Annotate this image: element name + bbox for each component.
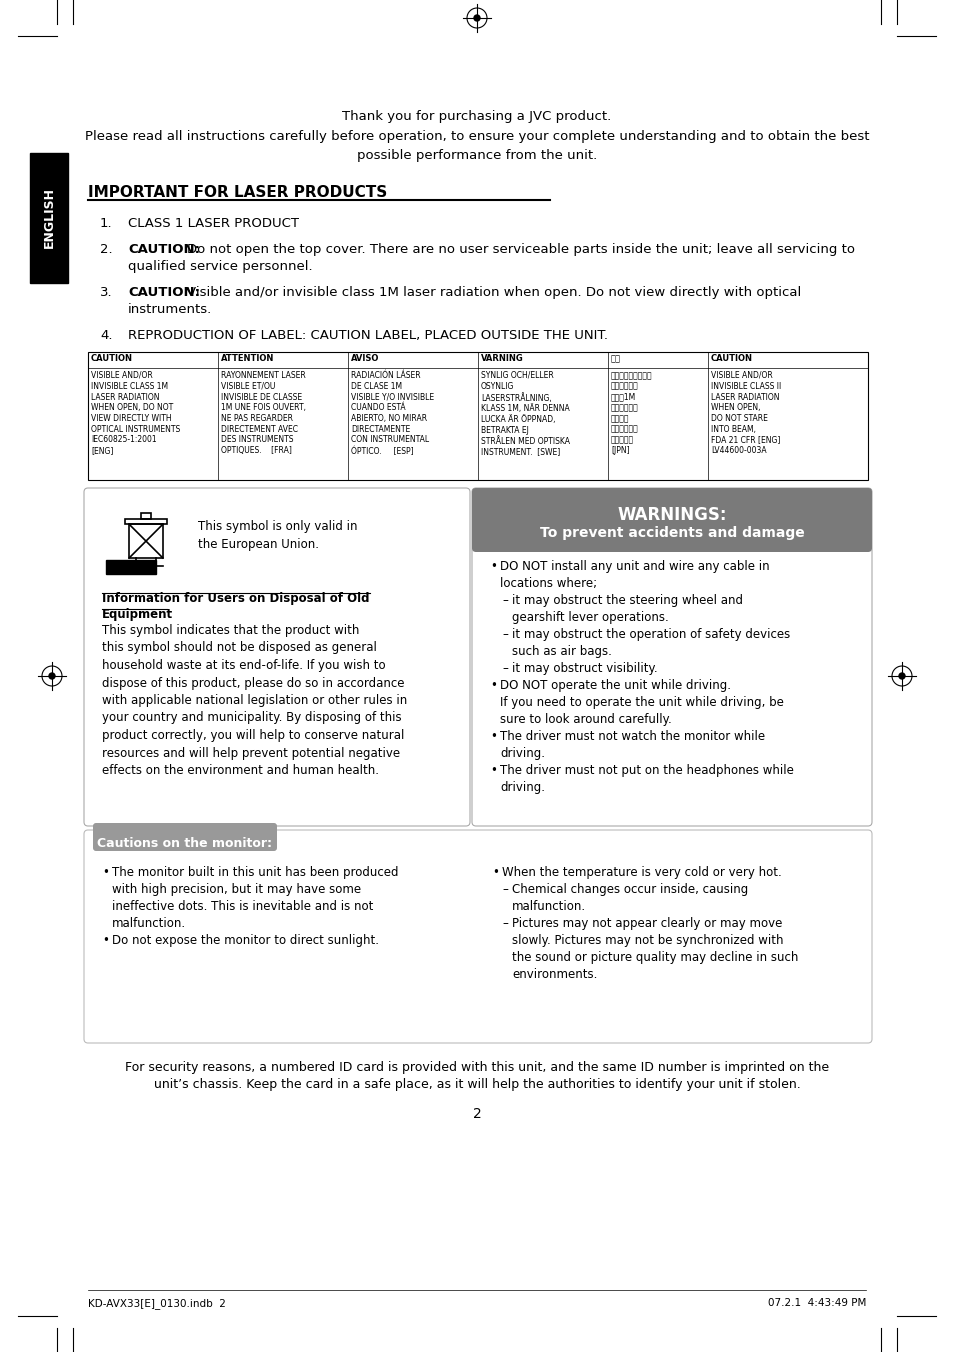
Text: locations where;: locations where;	[499, 577, 597, 589]
Text: –: –	[501, 662, 507, 675]
Text: SYNLIG OCH/ELLER
OSYNLIG
LASERSTRÅLNING,
KLASS 1M, NÄR DENNA
LUCKA ÄR ÖPPNAD,
BE: SYNLIG OCH/ELLER OSYNLIG LASERSTRÅLNING,…	[480, 370, 569, 457]
Text: For security reasons, a numbered ID card is provided with this unit, and the sam: For security reasons, a numbered ID card…	[125, 1061, 828, 1073]
Text: instruments.: instruments.	[128, 303, 212, 316]
FancyBboxPatch shape	[84, 830, 871, 1042]
Text: it may obstruct the steering wheel and: it may obstruct the steering wheel and	[512, 594, 742, 607]
Text: CAUTION:: CAUTION:	[128, 243, 200, 256]
Text: ATTENTION: ATTENTION	[221, 354, 274, 362]
Text: •: •	[102, 867, 109, 879]
Text: –: –	[501, 594, 507, 607]
Text: KD-AVX33[E]_0130.indb  2: KD-AVX33[E]_0130.indb 2	[88, 1298, 226, 1309]
Text: This symbol is only valid in: This symbol is only valid in	[198, 521, 357, 533]
Text: the sound or picture quality may decline in such: the sound or picture quality may decline…	[512, 950, 798, 964]
Text: environments.: environments.	[512, 968, 597, 982]
Text: Equipment: Equipment	[102, 608, 172, 621]
Text: slowly. Pictures may not be synchronized with: slowly. Pictures may not be synchronized…	[512, 934, 782, 946]
Text: •: •	[490, 679, 497, 692]
Text: REPRODUCTION OF LABEL: CAUTION LABEL, PLACED OUTSIDE THE UNIT.: REPRODUCTION OF LABEL: CAUTION LABEL, PL…	[128, 329, 607, 342]
Bar	[106, 560, 156, 575]
Text: Please read all instructions carefully before operation, to ensure your complete: Please read all instructions carefully b…	[85, 130, 868, 143]
Text: with high precision, but it may have some: with high precision, but it may have som…	[112, 883, 361, 896]
Text: The monitor built in this unit has been produced: The monitor built in this unit has been …	[112, 867, 398, 879]
Text: •: •	[490, 764, 497, 777]
Bar	[30, 153, 68, 283]
Text: 2: 2	[472, 1107, 481, 1121]
Text: CAUTION: CAUTION	[91, 354, 132, 362]
Text: RAYONNEMENT LASER
VISIBLE ET/OU
INVISIBLE DE CLASSE
1M UNE FOIS OUVERT,
NE PAS R: RAYONNEMENT LASER VISIBLE ET/OU INVISIBL…	[221, 370, 306, 456]
Text: such as air bags.: such as air bags.	[512, 645, 611, 658]
Text: Chemical changes occur inside, causing: Chemical changes occur inside, causing	[512, 883, 747, 896]
Text: VISIBLE AND/OR
INVISIBLE CLASS 1M
LASER RADIATION
WHEN OPEN, DO NOT
VIEW DIRECTL: VISIBLE AND/OR INVISIBLE CLASS 1M LASER …	[91, 370, 180, 456]
Circle shape	[898, 673, 904, 679]
Text: it may obstruct the operation of safety devices: it may obstruct the operation of safety …	[512, 627, 789, 641]
Text: RADIACIÓN LÁSER
DE CLASE 1M
VISIBLE Y/O INVISIBLE
CUANDO ESTÁ
ABIERTO, NO MIRAR
: RADIACIÓN LÁSER DE CLASE 1M VISIBLE Y/O …	[351, 370, 434, 456]
Circle shape	[49, 673, 55, 679]
Text: Pictures may not appear clearly or may move: Pictures may not appear clearly or may m…	[512, 917, 781, 930]
FancyBboxPatch shape	[472, 488, 871, 826]
Text: Visible and/or invisible class 1M laser radiation when open. Do not view directl: Visible and/or invisible class 1M laser …	[187, 287, 801, 299]
Text: ineffective dots. This is inevitable and is not: ineffective dots. This is inevitable and…	[112, 900, 373, 913]
Text: 4.: 4.	[100, 329, 112, 342]
Text: IMPORTANT FOR LASER PRODUCTS: IMPORTANT FOR LASER PRODUCTS	[88, 185, 387, 200]
Text: •: •	[102, 934, 109, 946]
Text: qualified service personnel.: qualified service personnel.	[128, 260, 313, 273]
Bar	[88, 352, 867, 480]
Text: 注意: 注意	[610, 354, 620, 362]
FancyBboxPatch shape	[92, 823, 276, 850]
Text: The driver must not watch the monitor while: The driver must not watch the monitor wh…	[499, 730, 764, 744]
Text: AVISO: AVISO	[351, 354, 379, 362]
Text: Thank you for purchasing a JVC product.: Thank you for purchasing a JVC product.	[342, 110, 611, 123]
Text: The driver must not put on the headphones while: The driver must not put on the headphone…	[499, 764, 793, 777]
Text: 1.: 1.	[100, 218, 112, 230]
Text: –: –	[501, 917, 507, 930]
Text: ここを開くと見える
または不射の
クラス1M
レーザー光が
出ます。
光学機器で直
視しないで
[JPN]: ここを開くと見える または不射の クラス1M レーザー光が 出ます。 光学機器で…	[610, 370, 652, 456]
Text: CAUTION: CAUTION	[710, 354, 752, 362]
Text: –: –	[501, 883, 507, 896]
Text: sure to look around carefully.: sure to look around carefully.	[499, 713, 671, 726]
Text: malfunction.: malfunction.	[512, 900, 585, 913]
Text: Cautions on the monitor:: Cautions on the monitor:	[97, 837, 273, 850]
Text: the European Union.: the European Union.	[198, 538, 318, 552]
Text: malfunction.: malfunction.	[112, 917, 186, 930]
Circle shape	[474, 15, 479, 22]
Text: unit’s chassis. Keep the card in a safe place, as it will help the authorities t: unit’s chassis. Keep the card in a safe …	[153, 1078, 800, 1091]
FancyBboxPatch shape	[472, 488, 871, 552]
Text: VARNING: VARNING	[480, 354, 523, 362]
Text: •: •	[490, 560, 497, 573]
Text: Do not expose the monitor to direct sunlight.: Do not expose the monitor to direct sunl…	[112, 934, 378, 946]
Text: CLASS 1 LASER PRODUCT: CLASS 1 LASER PRODUCT	[128, 218, 298, 230]
Text: If you need to operate the unit while driving, be: If you need to operate the unit while dr…	[499, 696, 783, 708]
Bar	[141, 512, 151, 519]
Text: DO NOT install any unit and wire any cable in: DO NOT install any unit and wire any cab…	[499, 560, 769, 573]
FancyBboxPatch shape	[84, 488, 470, 826]
Text: 3.: 3.	[100, 287, 112, 299]
Bar	[129, 525, 163, 558]
Text: •: •	[492, 867, 498, 879]
Text: This symbol indicates that the product with
this symbol should not be disposed a: This symbol indicates that the product w…	[102, 625, 407, 777]
Text: DO NOT operate the unit while driving.: DO NOT operate the unit while driving.	[499, 679, 730, 692]
Text: To prevent accidents and damage: To prevent accidents and damage	[539, 526, 803, 539]
Text: Information for Users on Disposal of Old: Information for Users on Disposal of Old	[102, 592, 369, 604]
Text: Do not open the top cover. There are no user serviceable parts inside the unit; : Do not open the top cover. There are no …	[187, 243, 854, 256]
Bar	[126, 519, 167, 525]
Text: possible performance from the unit.: possible performance from the unit.	[356, 149, 597, 162]
Text: When the temperature is very cold or very hot.: When the temperature is very cold or ver…	[501, 867, 781, 879]
Text: VISIBLE AND/OR
INVISIBLE CLASS II
LASER RADIATION
WHEN OPEN,
DO NOT STARE
INTO B: VISIBLE AND/OR INVISIBLE CLASS II LASER …	[710, 370, 781, 456]
Text: it may obstruct visibility.: it may obstruct visibility.	[512, 662, 657, 675]
Text: 2.: 2.	[100, 243, 112, 256]
Text: ENGLISH: ENGLISH	[43, 188, 55, 249]
Text: driving.: driving.	[499, 781, 544, 794]
Text: –: –	[501, 627, 507, 641]
Text: driving.: driving.	[499, 748, 544, 760]
Text: WARNINGS:: WARNINGS:	[617, 506, 726, 525]
Text: •: •	[490, 730, 497, 744]
Text: 07.2.1  4:43:49 PM: 07.2.1 4:43:49 PM	[767, 1298, 865, 1307]
Text: gearshift lever operations.: gearshift lever operations.	[512, 611, 668, 625]
Text: CAUTION:: CAUTION:	[128, 287, 200, 299]
